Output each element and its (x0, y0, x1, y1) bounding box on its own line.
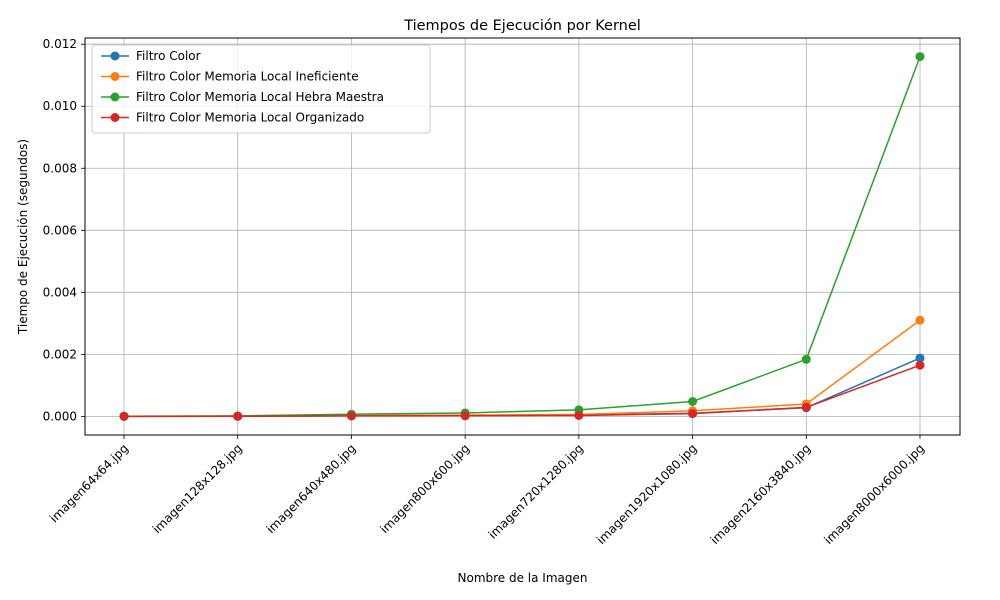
legend-item: Filtro Color Memoria Local Ineficiente (101, 70, 359, 84)
legend-marker-swatch (110, 113, 120, 122)
legend-marker-swatch (110, 72, 120, 81)
legend-label: Filtro Color Memoria Local Hebra Maestra (136, 90, 384, 104)
y-axis-label: Tiempo de Ejecución (segundos) (16, 139, 30, 335)
y-tick-label: 0.008 (43, 161, 77, 175)
y-tick-label: 0.000 (43, 409, 77, 423)
x-axis-label: Nombre de la Imagen (458, 571, 588, 585)
series-line (123, 364, 921, 418)
data-point (801, 354, 811, 364)
data-point (915, 360, 925, 370)
legend-label: Filtro Color Memoria Local Organizado (136, 111, 364, 125)
plot-frame (84, 37, 961, 436)
legend: Filtro Color Filtro Color Memoria Local I… (91, 44, 431, 134)
y-axis-ticks: 0.000 0.002 0.004 0.006 0.008 0.010 0.012 (43, 37, 85, 423)
legend-marker-swatch (110, 92, 120, 102)
legend-marker-swatch (110, 51, 120, 61)
data-point (460, 411, 470, 421)
legend-label: Filtro Color Memoria Local Ineficiente (136, 70, 359, 84)
data-point (688, 409, 698, 419)
legend-item: Filtro Color Memoria Local Hebra Maestra (101, 90, 384, 104)
data-point (119, 411, 129, 421)
data-point (346, 411, 356, 421)
y-tick-label: 0.010 (43, 99, 77, 113)
legend-label: Filtro Color (136, 49, 201, 63)
data-point (915, 315, 925, 325)
data-point (801, 402, 811, 412)
data-point (233, 411, 243, 421)
y-tick-label: 0.006 (43, 223, 77, 237)
series-lines (119, 52, 925, 421)
y-tick-label: 0.004 (43, 285, 77, 299)
data-point (915, 52, 925, 62)
data-point (915, 353, 925, 363)
legend-box (91, 44, 431, 134)
y-tick-label: 0.002 (43, 347, 77, 361)
series (119, 360, 925, 421)
data-point (574, 410, 584, 420)
y-tick-label: 0.012 (43, 37, 77, 51)
legend-item: Filtro Color Memoria Local Organizado (101, 111, 364, 125)
legend-item: Filtro Color (101, 49, 201, 63)
data-point (688, 397, 698, 407)
chart-title: Tiempos de Ejecución por Kernel (403, 18, 641, 34)
